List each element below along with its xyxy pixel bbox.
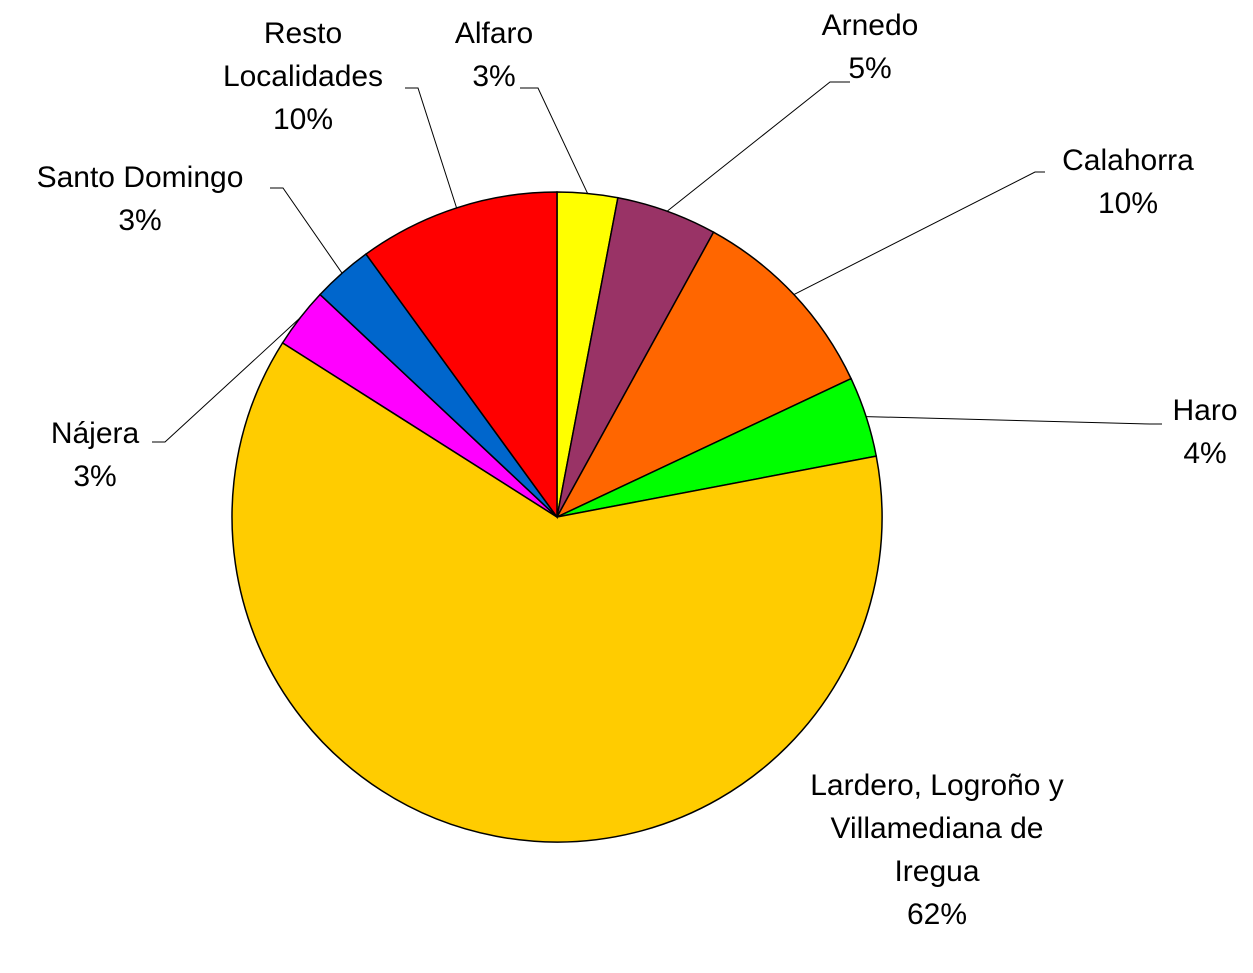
leader-line — [793, 171, 1045, 295]
category-label: Calahorra — [1062, 144, 1194, 177]
leader-line — [520, 87, 589, 194]
value-label: 5% — [848, 52, 892, 85]
category-label: Nájera — [50, 417, 140, 450]
category-label: Santo Domingo — [36, 161, 244, 194]
value-label: 10% — [272, 103, 334, 136]
slice-label: Lardero, Logroño y Villamediana de Iregu… — [790, 764, 1085, 936]
category-label: Lardero, Logroño y Villamediana de Iregu… — [810, 769, 1064, 888]
slice-label: Alfaro 3% — [434, 12, 554, 98]
value-label: 4% — [1183, 437, 1227, 470]
leader-line — [866, 416, 1162, 425]
slice-label: Santo Domingo 3% — [5, 156, 275, 242]
pie-slice — [231, 341, 883, 843]
value-label: 3% — [73, 460, 117, 493]
value-label: 3% — [472, 60, 516, 93]
value-label: 3% — [118, 204, 162, 237]
slice-label: Arnedo 5% — [795, 4, 945, 90]
value-label: 10% — [1097, 187, 1159, 220]
value-label: 62% — [906, 898, 968, 931]
leader-line — [405, 87, 458, 209]
slice-label: Nájera 3% — [30, 412, 160, 498]
category-label: Haro — [1172, 394, 1238, 427]
leader-line — [666, 81, 850, 212]
leader-line — [152, 317, 301, 443]
slice-label: Haro 4% — [1160, 389, 1250, 475]
category-label: Arnedo — [821, 9, 919, 42]
category-label: Alfaro — [454, 17, 534, 50]
slice-label: Resto Localidades 10% — [198, 12, 408, 141]
category-label: Resto Localidades — [222, 17, 384, 93]
slice-label: Calahorra 10% — [1038, 139, 1218, 225]
leader-line — [270, 187, 343, 274]
